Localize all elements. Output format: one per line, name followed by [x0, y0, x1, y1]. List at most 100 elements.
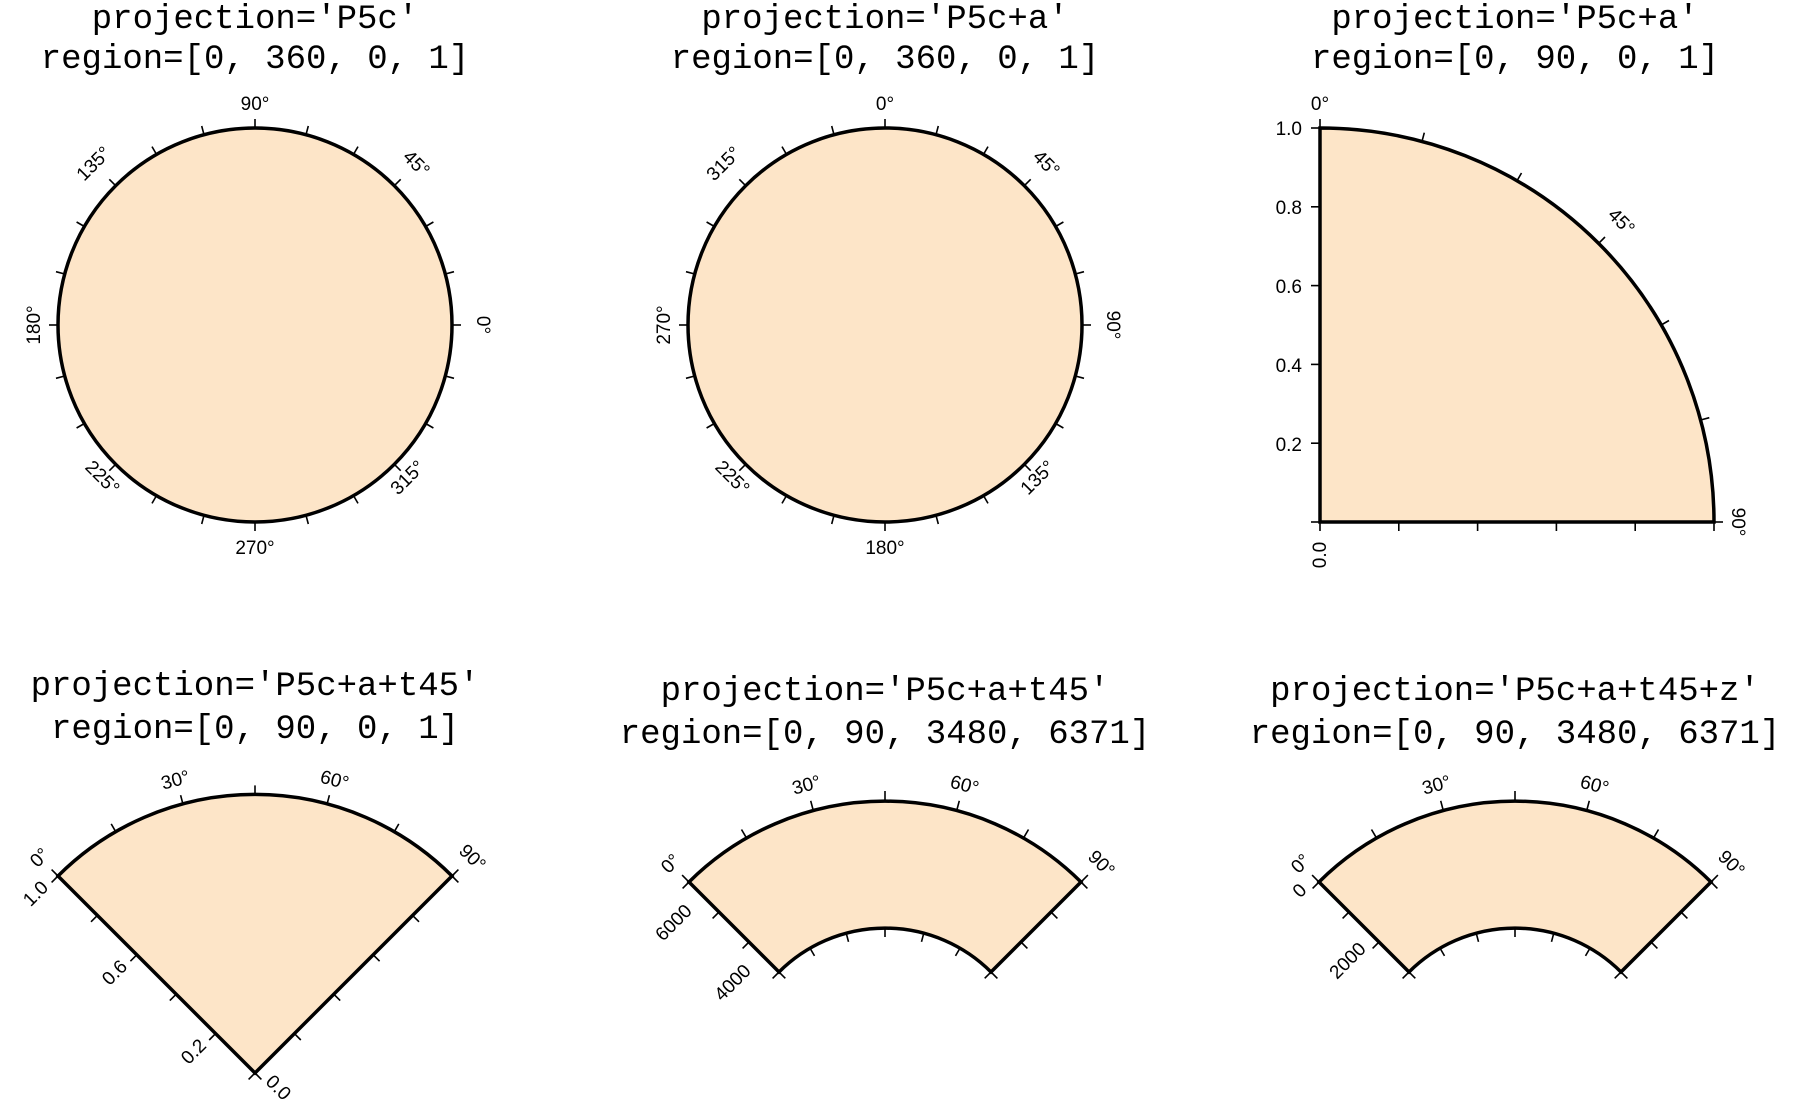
panel-2-angle-tick [935, 515, 940, 525]
panel-3-r-label-0.0: 0.0 [1310, 542, 1331, 568]
panel-1-angle-tick [425, 422, 434, 429]
panel-6-annular-sector [1316, 799, 1714, 975]
panel-4-r-label-0.2: 0.2 [177, 1035, 211, 1069]
panel-5-right-radius-tick [1020, 941, 1028, 949]
panel-5-inner-angle-tick [954, 947, 961, 957]
panel-1-angle-tick [76, 221, 85, 228]
panel-6-title-line1: projection='P5c+a+t45+z' [1270, 673, 1760, 711]
panel-4-r-label-1.0: 1.0 [19, 877, 53, 911]
panel-6-right-radius-tick [1620, 971, 1628, 979]
panel-2-theta-label-90: 90° [1102, 311, 1123, 340]
panel-4-rotated-sector [55, 792, 455, 1076]
panel-6-right-radius-tick [1710, 881, 1718, 889]
panel-4-ticks [51, 785, 459, 1080]
panel-3-ticks [1311, 119, 1723, 531]
panel-4-right-radius-tick [372, 954, 381, 962]
panel-3-title-line1: projection='P5c+a' [1331, 1, 1698, 39]
panel-5-left-radius-tick [772, 971, 780, 979]
panel-3-r-label-1.0: 1.0 [1276, 119, 1302, 140]
panel-4-angle-tick [51, 869, 59, 877]
panel-6-left-radius-tick [1342, 911, 1350, 919]
panel-2-angle-tick [706, 221, 715, 228]
panel-6-inner-angle-tick [1475, 932, 1480, 943]
panel-1-theta-label-45: 45° [398, 147, 433, 182]
panel-6-r-label-0: 0 [1289, 880, 1311, 902]
panel-4-theta-label-90: 90° [454, 841, 489, 876]
panel-1-polar-disk [56, 126, 454, 524]
panel-1-angle-tick [445, 270, 455, 275]
panel-5-inner-angle-tick [778, 971, 786, 979]
panel-6-left-radius-tick [1372, 941, 1380, 949]
panel-5-theta-label-30: 30° [790, 772, 823, 800]
panel-5-right-radius-tick [990, 971, 998, 979]
panel-4-left-radius-tick [169, 993, 177, 1002]
panel-1-angle-tick [200, 125, 205, 135]
panel-1-angle-tick [305, 515, 310, 525]
panel-4-theta-label-0: 0° [26, 844, 54, 872]
panel-2-angle-tick [685, 375, 695, 380]
panel-5-theta-label-90: 90° [1083, 847, 1118, 882]
panel-4-angle-tick [451, 869, 459, 877]
panel-1-angle-tick [393, 463, 402, 472]
panel-3-r-label-0.6: 0.6 [1276, 277, 1302, 298]
panel-1-angle-tick [200, 515, 205, 525]
panel-5-outer-angle-tick [956, 800, 961, 810]
panel-1-angle-tick [305, 125, 310, 135]
panel-2-angle-tick [1023, 178, 1032, 187]
panel-5-r-label-6000: 6000 [652, 901, 697, 946]
panel-4-title-line2: region=[0, 90, 0, 1] [51, 711, 459, 749]
panel-1-angle-tick [352, 146, 359, 155]
panel-2-polar-disk [686, 126, 1084, 524]
panel-1-angle-tick [151, 495, 158, 504]
panel-6-inner-angle-tick [1584, 947, 1591, 957]
panel-1-angle-tick [76, 422, 85, 429]
panel-4-theta-label-60: 60° [318, 767, 351, 795]
panel-4-left-radius-tick [248, 1072, 256, 1080]
panel-2-theta-label-180: 180° [865, 538, 904, 559]
panel-1-theta-label-90: 90° [241, 94, 270, 115]
panel-3-angle-tick [1598, 236, 1606, 244]
panel-4-left-radius-tick [90, 914, 98, 923]
panel-3-angle-tick [1421, 132, 1426, 142]
panel-1-angle-ticks [49, 119, 461, 531]
panel-2-angle-tick [1055, 221, 1064, 228]
panel-2-angle-tick [781, 146, 788, 155]
panel-3-theta-label-45: 45° [1603, 205, 1638, 240]
panel-5-left-radius-tick [742, 941, 750, 949]
panel-6-outer-angle-tick [1439, 800, 1444, 810]
panel-5-title-line1: projection='P5c+a+t45' [661, 673, 1110, 711]
panel-6-theta-label-30: 30° [1420, 772, 1453, 800]
panel-6-inner-angle-tick [1550, 932, 1555, 943]
panel-4-right-radius-tick [333, 993, 341, 1002]
panel-6-theta-label-90: 90° [1713, 847, 1748, 882]
panel-6-right-radius-tick [1650, 941, 1658, 949]
panel-2: projection='P5c+a' region=[0, 360, 0, 1]… [654, 1, 1123, 559]
panel-2-angle-ticks [679, 119, 1091, 531]
panel-4-angle-tick [110, 823, 117, 833]
panel-4-right-radius-tick [451, 875, 459, 883]
panel-6-outer-angle-tick [1586, 800, 1591, 810]
panel-4-left-radius-tick [51, 875, 59, 883]
panel-3-r-label-0.2: 0.2 [1276, 435, 1302, 456]
panel-1-theta-label-270: 270° [235, 538, 274, 559]
panel-1-title-line1: projection='P5c' [92, 1, 418, 39]
panel-2-angle-tick [738, 178, 747, 187]
panel-4-theta-label-30: 30° [159, 767, 192, 795]
panel-1-angle-tick [55, 270, 65, 275]
panel-4-angle-tick [179, 794, 184, 805]
panel-1-theta-label-0: 0° [472, 316, 493, 334]
panel-6-left-radius-tick [1312, 881, 1320, 889]
panel-2-angle-tick [830, 125, 835, 135]
panel-6-inner-angle-tick [1439, 947, 1446, 957]
panel-1-angle-tick [108, 463, 117, 472]
panel-2-angle-tick [982, 495, 989, 504]
panel-1-angle-tick [55, 375, 65, 380]
panel-2-angle-tick [1023, 463, 1032, 472]
panel-6-r-label-2000: 2000 [1326, 939, 1371, 984]
panel-5-inner-angle-tick [845, 932, 850, 943]
panel-5-theta-label-0: 0° [657, 850, 685, 878]
panel-1-angle-tick [108, 178, 117, 187]
panel-1-theta-label-135: 135° [73, 143, 116, 186]
panel-4-left-radius-tick [208, 1033, 217, 1041]
